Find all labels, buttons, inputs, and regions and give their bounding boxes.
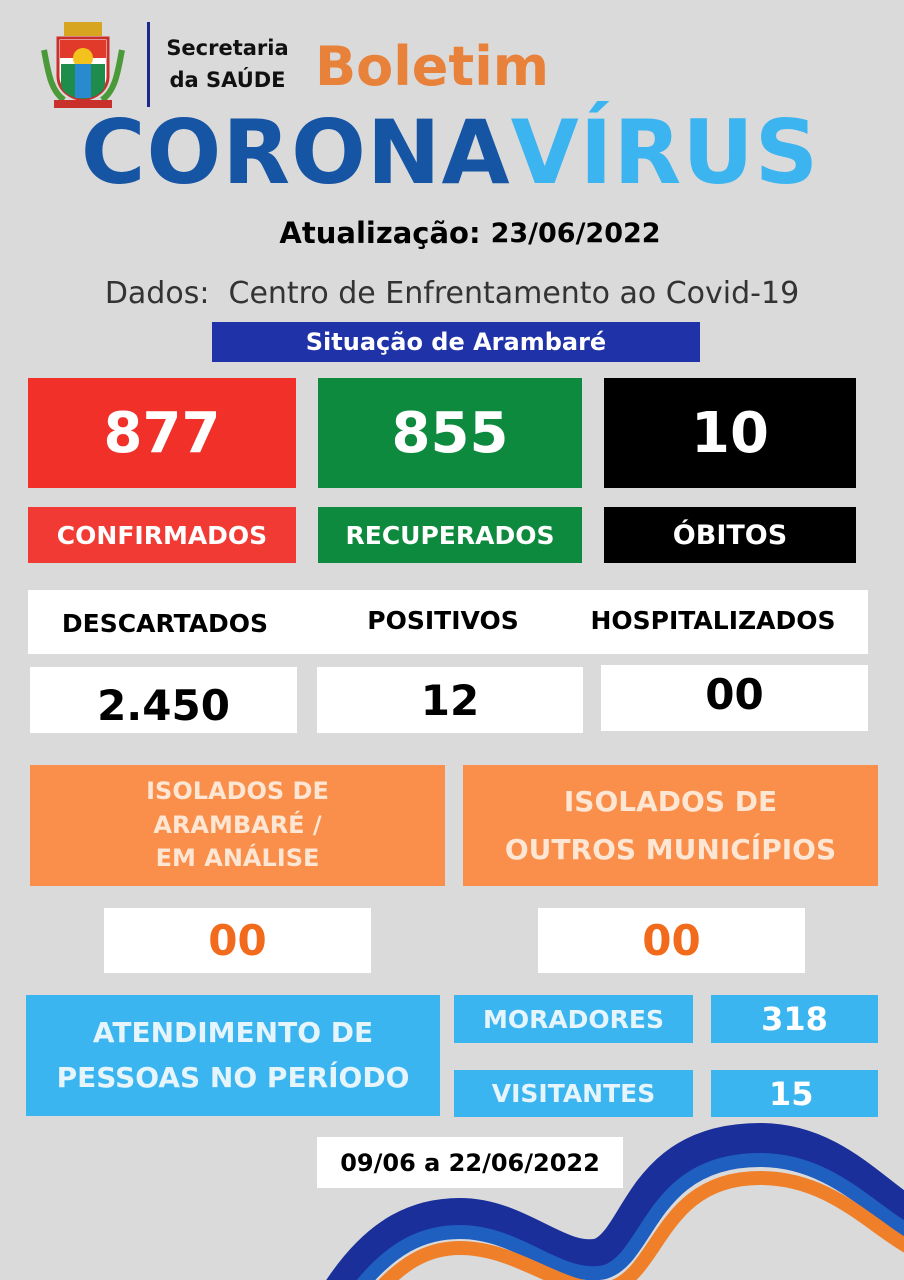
recovered-label: RECUPERADOS — [318, 507, 582, 563]
discarded-label: DESCARTADOS — [61, 608, 269, 638]
isolated-other-value: 00 — [538, 908, 805, 973]
residents-value: 318 — [711, 995, 878, 1043]
situation-banner: Situação de Arambaré — [212, 322, 700, 362]
hospitalized-value: 00 — [601, 665, 868, 731]
title-line: PESSOAS NO PERÍODO — [56, 1060, 410, 1094]
boletim-title: Boletim — [315, 34, 549, 98]
deaths-label: ÓBITOS — [604, 507, 856, 563]
city-coat-of-arms-logo — [40, 20, 126, 112]
confirmed-value: 877 — [28, 378, 296, 488]
positive-label: POSITIVOS — [367, 605, 519, 635]
isolated-arambare-label: ISOLADOS DE ARAMBARÉ / EM ANÁLISE — [30, 765, 445, 886]
discarded-value: 2.450 — [30, 667, 297, 733]
title-line: ATENDIMENTO DE — [92, 1015, 374, 1049]
secondary-labels-bar — [28, 590, 868, 654]
label-line: OUTROS MUNICÍPIOS — [504, 832, 837, 866]
isolated-arambare-value: 00 — [104, 908, 371, 973]
data-source: Dados: Centro de Enfrentamento ao Covid-… — [104, 275, 800, 311]
update-label: Atualização: — [279, 216, 481, 250]
secretaria-line1: Secretaria — [166, 36, 289, 60]
attendance-title: ATENDIMENTO DE PESSOAS NO PERÍODO — [26, 995, 440, 1116]
hospitalized-label: HOSPITALIZADOS — [590, 605, 836, 635]
header-divider — [147, 22, 150, 107]
update-date: 23/06/2022 — [490, 217, 661, 249]
visitors-value: 15 — [711, 1070, 878, 1117]
label-line: ISOLADOS DE — [563, 784, 778, 818]
label-line: EM ANÁLISE — [155, 844, 320, 873]
residents-label: MORADORES — [454, 995, 693, 1043]
isolated-other-label: ISOLADOS DE OUTROS MUNICÍPIOS — [463, 765, 878, 886]
deaths-value: 10 — [604, 378, 856, 488]
positive-value: 12 — [317, 667, 583, 733]
label-line: ISOLADOS DE — [146, 777, 329, 806]
confirmed-label: CONFIRMADOS — [28, 507, 296, 563]
coronavirus-title: CORONA VÍRUS — [81, 101, 818, 204]
title-virus: VÍRUS — [510, 100, 820, 204]
visitors-label: VISITANTES — [454, 1070, 693, 1117]
recovered-value: 855 — [318, 378, 582, 488]
update-line: Atualização: 23/06/2022 — [200, 212, 740, 254]
secretaria-line2: da SAÚDE — [169, 68, 286, 92]
period-dates: 09/06 a 22/06/2022 — [317, 1137, 623, 1188]
title-corona: CORONA — [80, 100, 511, 204]
label-line: ARAMBARÉ / — [153, 810, 322, 839]
